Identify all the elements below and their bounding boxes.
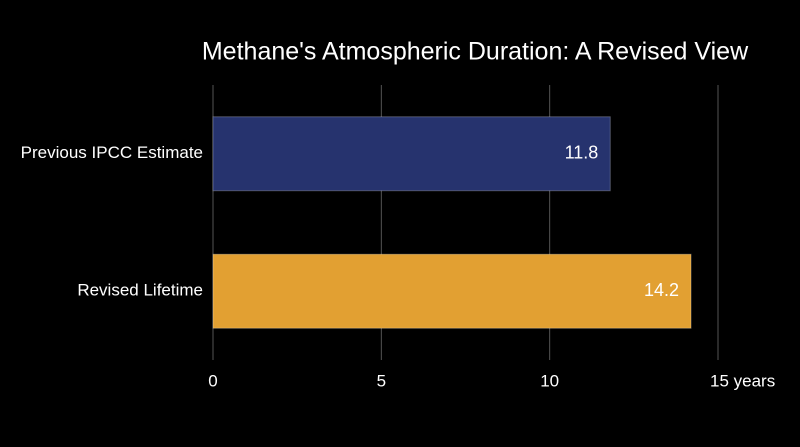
x-tick-label: 15 years <box>710 371 775 390</box>
bar <box>212 116 611 192</box>
x-tick-label: 0 <box>208 371 217 390</box>
y-tick-label: Previous IPCC Estimate <box>21 143 203 162</box>
value-label: 11.8 <box>565 143 599 163</box>
value-label: 14.2 <box>644 280 679 300</box>
bar <box>212 253 692 329</box>
x-tick-label: 10 <box>540 371 559 390</box>
x-tick-label: 5 <box>377 371 386 390</box>
chart-title: Methane's Atmospheric Duration: A Revise… <box>202 38 749 66</box>
y-tick-label: Revised Lifetime <box>77 281 203 300</box>
